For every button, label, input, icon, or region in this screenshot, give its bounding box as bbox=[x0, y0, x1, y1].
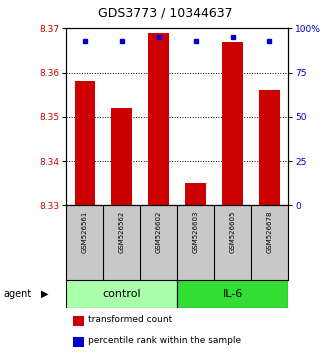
Text: percentile rank within the sample: percentile rank within the sample bbox=[88, 336, 241, 345]
Text: GSM526562: GSM526562 bbox=[118, 211, 125, 253]
Text: ▶: ▶ bbox=[41, 289, 48, 299]
Text: GSM526605: GSM526605 bbox=[229, 211, 236, 253]
Text: transformed count: transformed count bbox=[88, 315, 172, 325]
Text: GSM526678: GSM526678 bbox=[266, 211, 272, 253]
Text: agent: agent bbox=[3, 289, 31, 299]
Text: control: control bbox=[102, 289, 141, 299]
Bar bbox=[259, 90, 280, 205]
Text: GSM526603: GSM526603 bbox=[193, 211, 199, 253]
Bar bbox=[177, 280, 288, 308]
Text: IL-6: IL-6 bbox=[222, 289, 243, 299]
Text: GSM526561: GSM526561 bbox=[82, 211, 88, 253]
Text: GDS3773 / 10344637: GDS3773 / 10344637 bbox=[98, 6, 233, 19]
Text: GSM526602: GSM526602 bbox=[156, 211, 162, 253]
Bar bbox=[222, 41, 243, 205]
Bar bbox=[112, 108, 132, 205]
Bar bbox=[74, 81, 95, 205]
Bar bbox=[148, 33, 169, 205]
Bar bbox=[66, 280, 177, 308]
Bar bbox=[185, 183, 206, 205]
